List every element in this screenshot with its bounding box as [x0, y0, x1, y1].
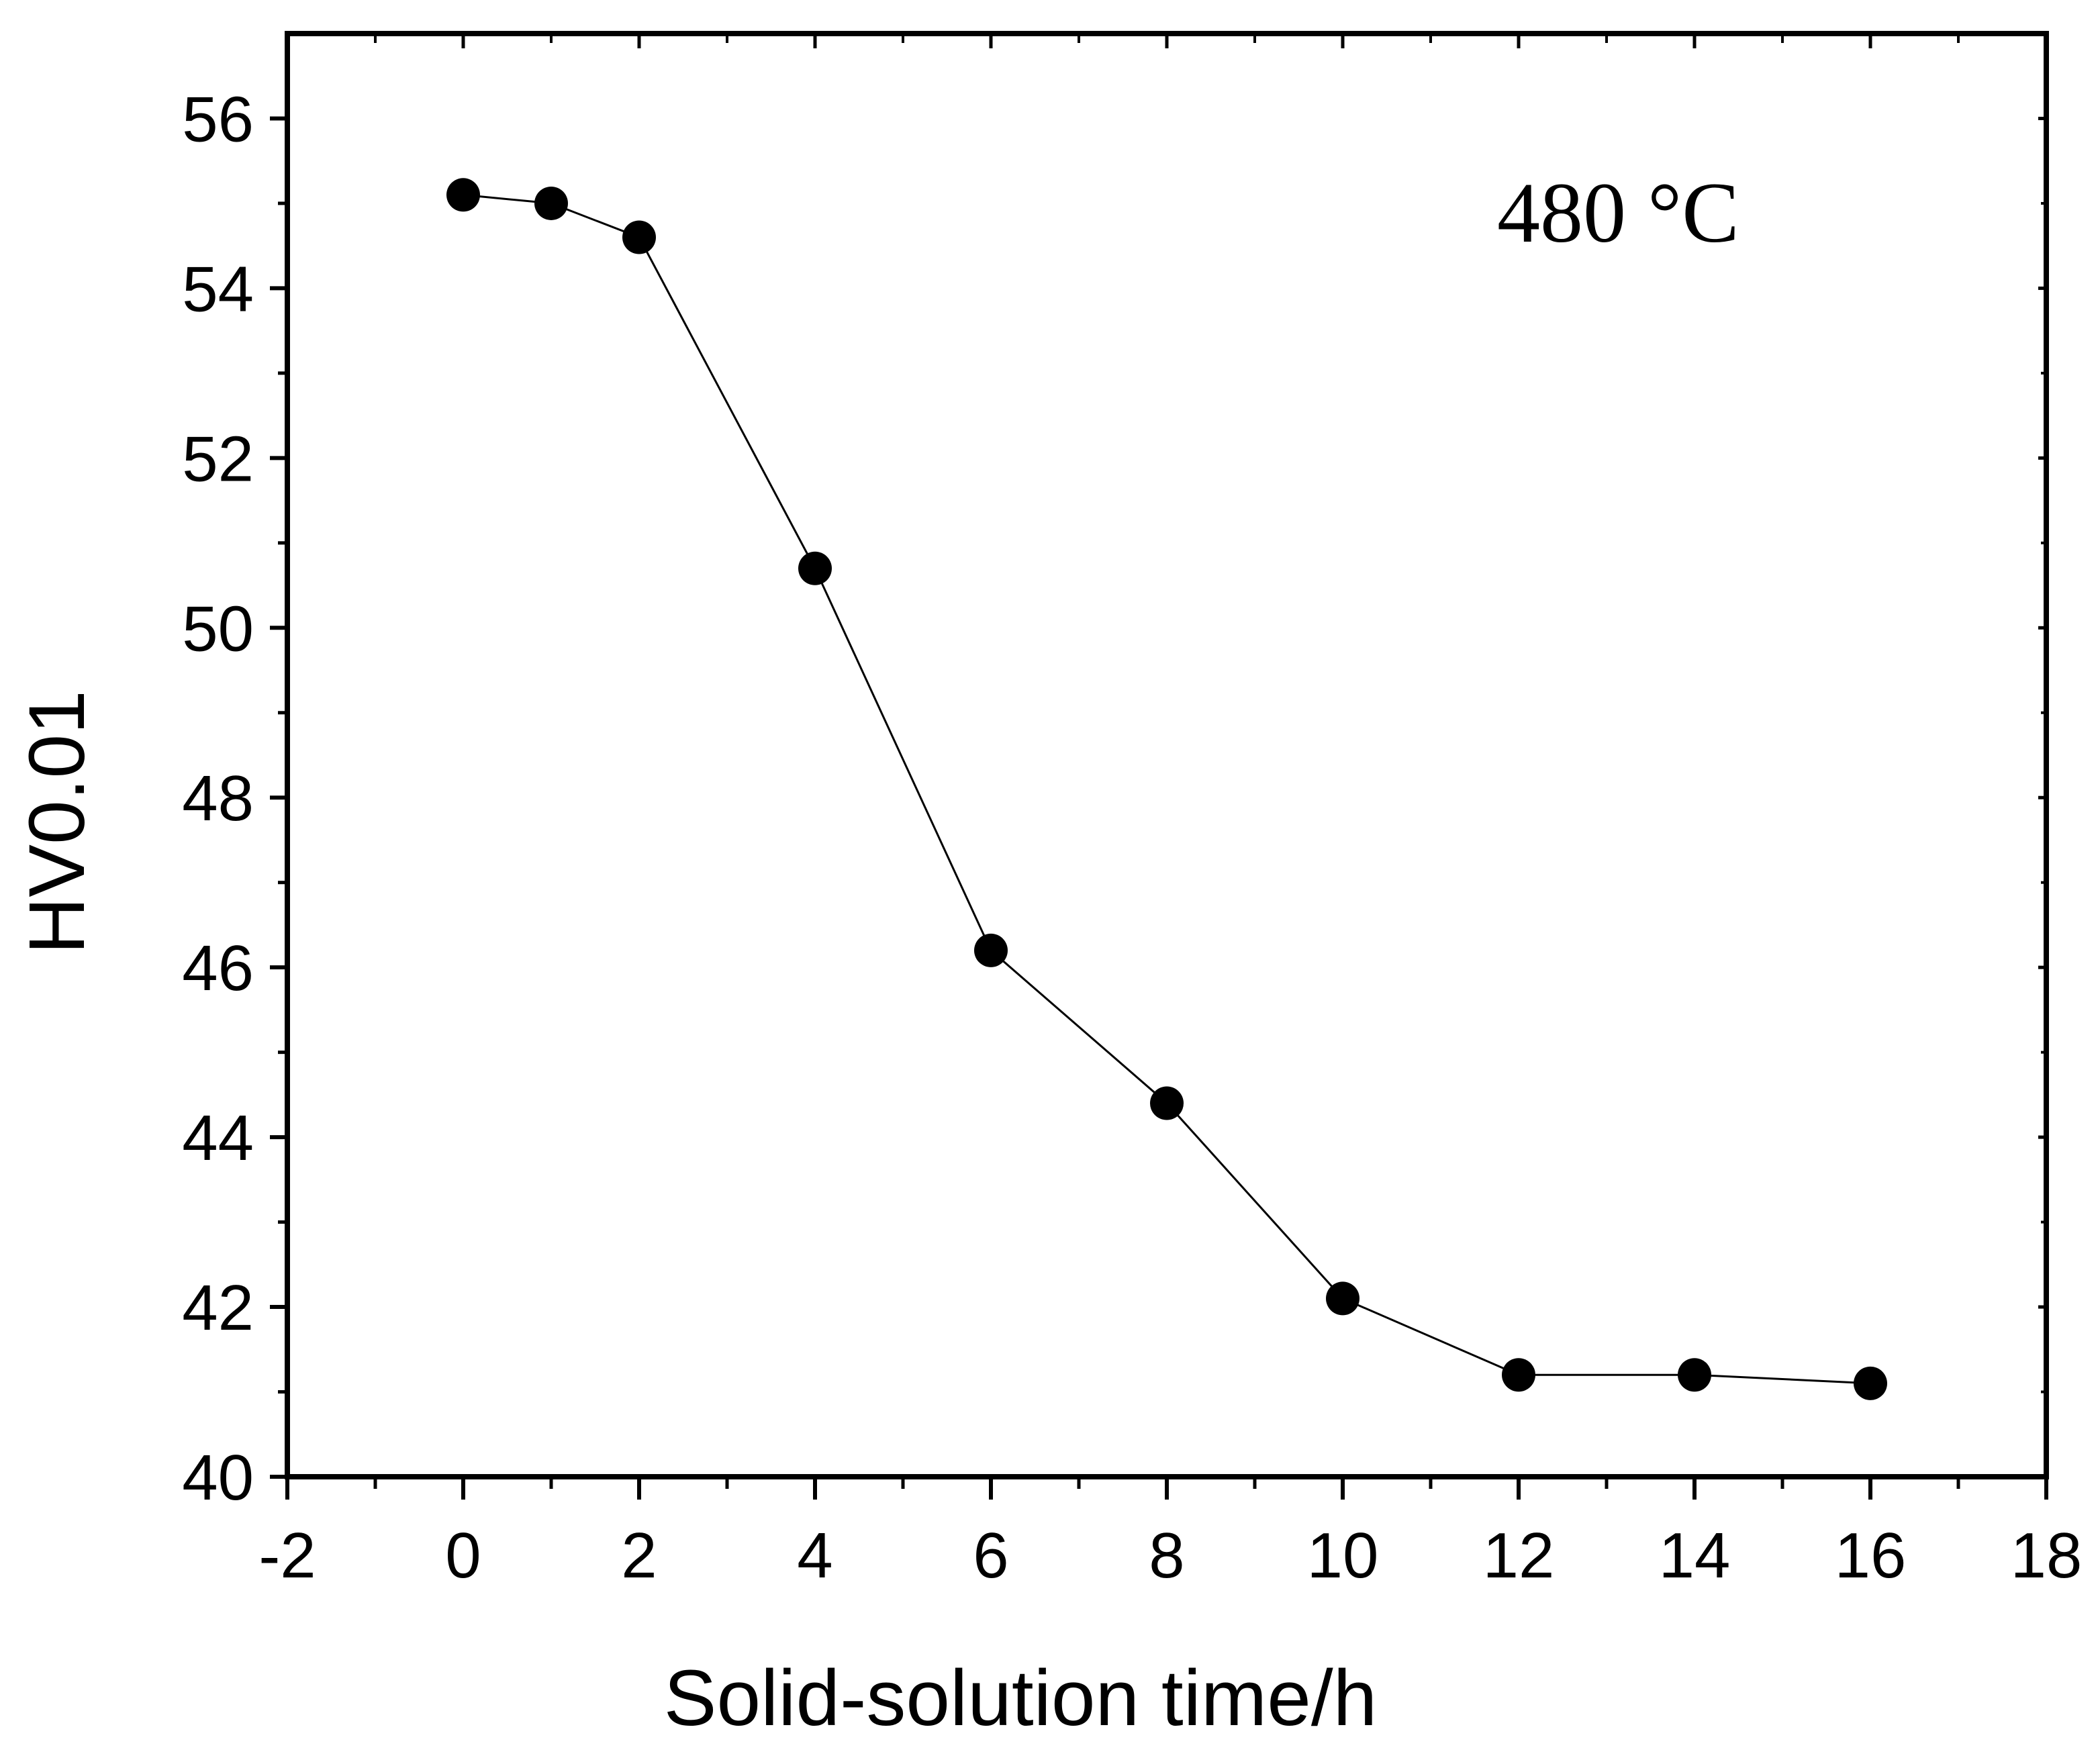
x-tick-label-0: -2 [258, 1520, 316, 1592]
x-tick-label-6: 10 [1307, 1520, 1379, 1592]
x-axis-ticks [285, 1477, 2048, 1500]
data-point-8 [1678, 1358, 1711, 1392]
data-point-1 [534, 186, 568, 220]
series-line [463, 193, 1871, 1385]
minor-ticks [278, 34, 2048, 1489]
data-point-2 [622, 220, 656, 254]
x-tick-label-9: 16 [1835, 1520, 1907, 1592]
x-axis-title: Solid-solution time/h [664, 1654, 1378, 1743]
x-tick-label-4: 6 [973, 1520, 1008, 1592]
data-point-9 [1854, 1366, 1887, 1400]
plot-frame [285, 31, 2049, 1479]
x-tick-label-2: 2 [621, 1520, 657, 1592]
y-tick-label-0: 40 [182, 1442, 254, 1514]
data-point-7 [1502, 1358, 1535, 1392]
y-tick-label-3: 46 [182, 932, 254, 1004]
x-tick-label-10: 18 [2011, 1520, 2083, 1592]
x-tick-label-8: 14 [1659, 1520, 1731, 1592]
annotation-temperature: 480 °C [1497, 165, 1739, 260]
x-axis-tick-labels: -2 0 2 4 6 8 10 12 14 16 18 [258, 1520, 2082, 1592]
y-axis-ticks [270, 116, 287, 1479]
y-tick-label-1: 42 [182, 1272, 254, 1344]
y-axis-title: HV0.01 [13, 690, 101, 955]
y-tick-label-7: 54 [182, 253, 254, 325]
plot-frame-group [285, 31, 2049, 1479]
y-tick-label-8: 56 [182, 83, 254, 155]
data-point-3 [798, 551, 832, 585]
data-point-5 [1150, 1086, 1184, 1120]
y-tick-label-6: 52 [182, 423, 254, 495]
series-points [446, 178, 1887, 1400]
y-tick-label-2: 44 [182, 1102, 254, 1174]
x-tick-label-5: 8 [1149, 1520, 1184, 1592]
data-point-6 [1326, 1281, 1359, 1316]
y-axis-tick-labels: 40 42 44 46 48 50 52 54 56 [182, 83, 254, 1514]
x-tick-label-1: 0 [445, 1520, 481, 1592]
data-point-0 [446, 178, 480, 212]
x-tick-label-3: 4 [797, 1520, 832, 1592]
y-tick-label-5: 50 [182, 593, 254, 665]
y-tick-label-4: 48 [182, 763, 254, 834]
x-tick-label-7: 12 [1483, 1520, 1555, 1592]
data-point-4 [974, 933, 1008, 967]
